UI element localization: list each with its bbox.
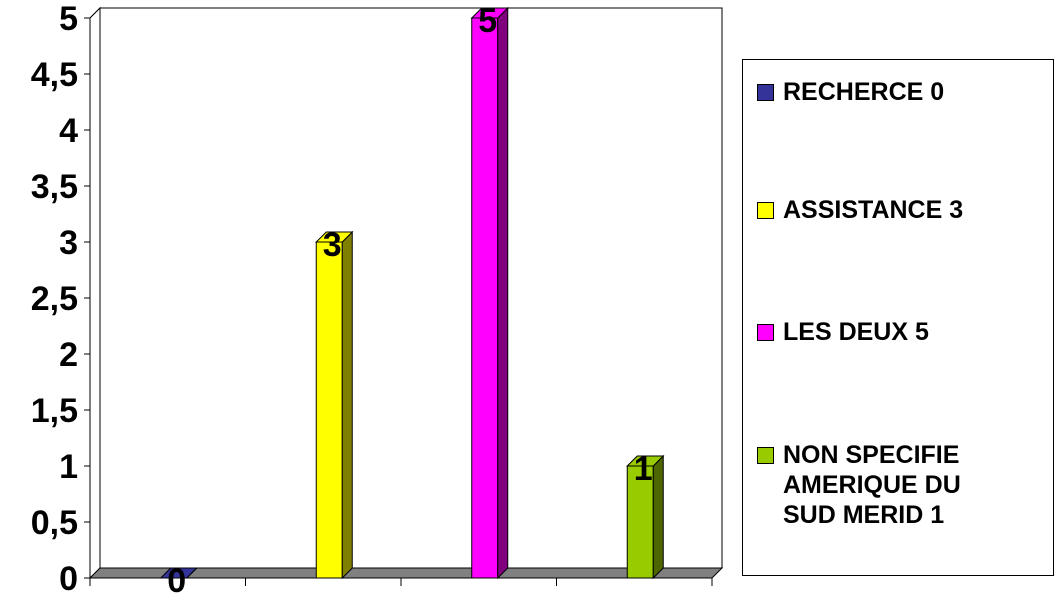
legend-label-recherce: RECHERCE 0 <box>783 78 945 106</box>
legend-item-non-specifie: NON SPECIFIE AMERIQUE DU SUD MERID 1 <box>757 440 1047 530</box>
bar-side <box>341 230 353 580</box>
bar-data-label: 5 <box>478 2 497 40</box>
legend-swatch-assistance <box>757 202 774 219</box>
y-axis-tick-labels: 0 0,5 1 1,5 2 2,5 3 3,5 4 4,5 5 <box>31 0 713 598</box>
y-tick-label: 2,5 <box>31 280 78 318</box>
bar-data-label: 1 <box>634 450 653 488</box>
chart-bars <box>159 6 665 580</box>
bar <box>159 567 198 579</box>
bar-data-label: 0 <box>167 562 186 600</box>
legend-label-non-specifie: NON SPECIFIE AMERIQUE DU SUD MERID 1 <box>783 441 961 529</box>
y-tick-label: 0 <box>59 560 78 598</box>
legend-item-les-deux: LES DEUX 5 <box>757 317 1047 347</box>
legend-swatch-non-specifie <box>757 447 774 464</box>
legend-item-recherce: RECHERCE 0 <box>757 77 1047 107</box>
bar-front <box>471 17 499 579</box>
bar-top <box>470 7 509 19</box>
side-wall <box>89 6 101 580</box>
bar-chart: 0 0,5 1 1,5 2 2,5 3 3,5 4 4,5 5 0 3 5 1 <box>31 0 724 600</box>
bar-data-label: 3 <box>323 226 342 264</box>
chart-legend: RECHERCE 0 ASSISTANCE 3 LES DEUX 5 NON S… <box>742 59 1054 576</box>
bar-front <box>315 241 343 579</box>
y-tick-label: 1 <box>59 448 78 486</box>
y-tick-label: 1,5 <box>31 392 78 430</box>
bar-top <box>315 231 354 243</box>
bar-top <box>626 455 665 467</box>
back-wall <box>99 7 723 569</box>
y-tick-label: 0,5 <box>31 504 78 542</box>
legend-swatch-les-deux <box>757 324 774 341</box>
bar <box>470 6 509 580</box>
y-tick-label: 4 <box>59 112 78 150</box>
legend-label-les-deux: LES DEUX 5 <box>783 318 929 346</box>
bar-side <box>652 454 664 580</box>
bar-top <box>159 567 198 579</box>
y-tick-label: 4,5 <box>31 56 78 94</box>
y-tick-label: 5 <box>59 0 78 38</box>
bar <box>315 230 354 580</box>
y-tick-label: 2 <box>59 336 78 374</box>
chart-floor <box>88 567 724 579</box>
legend-item-assistance: ASSISTANCE 3 <box>757 195 1047 225</box>
legend-label-assistance: ASSISTANCE 3 <box>783 196 964 224</box>
y-tick-label: 3,5 <box>31 168 78 206</box>
bar-data-labels: 0 3 5 1 <box>167 2 652 600</box>
chart-walls <box>88 6 724 580</box>
legend-swatch-recherce <box>757 84 774 101</box>
bar-side <box>497 6 509 580</box>
bar-front <box>626 465 654 579</box>
bar <box>626 454 665 580</box>
y-tick-label: 3 <box>59 224 78 262</box>
